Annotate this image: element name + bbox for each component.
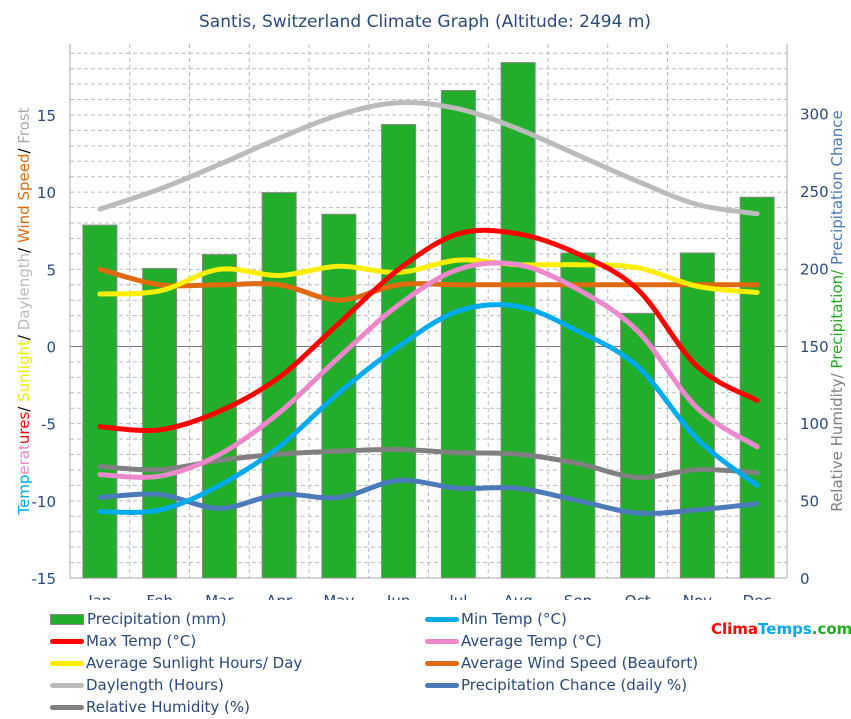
left-tick-label: 0 xyxy=(46,338,56,356)
right-tick-label: 300 xyxy=(800,106,829,124)
x-tick-label: Sep xyxy=(564,592,592,600)
left-axis-title-part: Frost xyxy=(15,107,33,143)
legend-label: Relative Humidity (%) xyxy=(86,698,250,716)
left-axis-title-part: / xyxy=(15,330,33,340)
series-line-average-sunlight-hours-day xyxy=(97,257,760,297)
left-axis-title: Temperatures/ Sunlight/ Daylength/ Wind … xyxy=(15,107,33,515)
legend-item: Max Temp (°C) xyxy=(50,632,196,650)
precipitation-bar xyxy=(560,252,596,579)
x-tick-label: Mar xyxy=(205,592,234,600)
right-axis-title-part: Precipitation/ xyxy=(828,265,846,369)
left-axis-title-part: / xyxy=(15,402,33,412)
legend-label: Daylength (Hours) xyxy=(86,676,224,694)
right-axis-title: Relative Humidity/ Precipitation/ Precip… xyxy=(828,110,846,511)
series-line-relative-humidity xyxy=(97,446,760,480)
x-tick-label: Jun xyxy=(386,592,410,600)
right-axis-title-part: Relative Humidity/ xyxy=(828,369,846,512)
x-tick-label: Jan xyxy=(87,592,111,600)
legend-swatch xyxy=(425,682,459,688)
legend-item: Average Wind Speed (Beaufort) xyxy=(425,654,698,672)
x-tick-label: Aug xyxy=(503,592,532,600)
left-axis-title-part: Sunlight xyxy=(15,340,33,402)
left-axis-title-part: erat xyxy=(15,444,33,475)
right-tick-label: 0 xyxy=(800,570,810,588)
brand-part-3: .com xyxy=(811,620,851,638)
legend-swatch xyxy=(425,638,459,644)
precipitation-bar xyxy=(82,224,118,579)
legend-label: Precipitation Chance (daily %) xyxy=(461,676,688,694)
left-tick-label: -15 xyxy=(32,570,57,588)
x-tick-label: May xyxy=(323,592,354,600)
left-tick-label: 15 xyxy=(37,107,56,125)
legend-label: Max Temp (°C) xyxy=(86,632,197,650)
precipitation-bar xyxy=(739,196,775,579)
x-tick-label: Nov xyxy=(683,592,712,600)
brand-logo: ClimaTemps.com xyxy=(711,620,851,638)
legend-item: Precipitation Chance (daily %) xyxy=(425,676,687,694)
right-axis-title-part: Precipitation Chance xyxy=(828,110,846,265)
series-line-max-temp-c xyxy=(97,227,760,434)
legend-item: Precipitation (mm) xyxy=(50,610,226,628)
x-tick-label: Oct xyxy=(625,592,651,600)
x-tick-label: Apr xyxy=(266,592,293,600)
left-tick-label: -5 xyxy=(41,416,56,434)
legend-item: Daylength (Hours) xyxy=(50,676,224,694)
legend-swatch xyxy=(50,682,84,688)
legend-item: Average Temp (°C) xyxy=(425,632,602,650)
right-tick-label: 250 xyxy=(800,183,829,201)
right-tick-label: 50 xyxy=(800,493,819,511)
legend-label: Average Wind Speed (Beaufort) xyxy=(461,654,699,672)
left-tick-label: 10 xyxy=(37,184,56,202)
legend-item: Relative Humidity (%) xyxy=(50,698,250,716)
left-tick-label: 5 xyxy=(46,261,56,279)
left-tick-label: -10 xyxy=(32,493,57,511)
brand-part-1: Clima xyxy=(711,620,759,638)
right-tick-label: 150 xyxy=(800,338,829,356)
precipitation-bar xyxy=(620,312,656,579)
precipitation-bar xyxy=(440,89,476,579)
right-tick-label: 100 xyxy=(800,415,829,433)
left-axis-title-part: Temp xyxy=(15,475,33,516)
series-line-precipitation-chance-daily xyxy=(97,477,760,516)
left-axis-title-part: ures xyxy=(15,412,33,445)
series-line-daylength-hours xyxy=(97,99,760,217)
left-axis-title-part: Wind Speed xyxy=(15,154,33,244)
chart-title: Santis, Switzerland Climate Graph (Altit… xyxy=(199,12,651,32)
brand-part-2: Temps xyxy=(758,620,812,638)
legend-swatch xyxy=(425,660,459,666)
legend-swatch xyxy=(50,660,84,666)
legend-swatch xyxy=(50,613,84,625)
legend-label: Min Temp (°C) xyxy=(461,610,567,628)
precipitation-bar xyxy=(142,267,178,579)
x-tick-label: Jul xyxy=(448,592,467,600)
legend-swatch xyxy=(50,638,84,644)
series-line-min-temp-c xyxy=(97,302,760,515)
legend-item: Average Sunlight Hours/ Day xyxy=(50,654,302,672)
legend-label: Average Sunlight Hours/ Day xyxy=(86,654,303,672)
legend-swatch xyxy=(425,616,459,622)
left-axis-title-part: / xyxy=(15,144,33,154)
series-line-average-temp-c xyxy=(97,260,760,480)
left-axis-title-part: / xyxy=(15,243,33,253)
x-tick-label: Dec xyxy=(743,592,772,600)
left-axis-title-part: Daylength xyxy=(15,253,33,330)
precipitation-bar xyxy=(321,213,357,579)
precipitation-bar xyxy=(381,123,417,579)
legend-label: Precipitation (mm) xyxy=(87,610,227,628)
precipitation-bar xyxy=(500,62,536,579)
legend-swatch xyxy=(50,704,84,710)
right-tick-label: 200 xyxy=(800,260,829,278)
legend-item: Min Temp (°C) xyxy=(425,610,567,628)
climate-chart: Santis, Switzerland Climate Graph (Altit… xyxy=(15,12,846,610)
x-tick-label: Feb xyxy=(146,592,173,600)
legend-label: Average Temp (°C) xyxy=(461,632,602,650)
